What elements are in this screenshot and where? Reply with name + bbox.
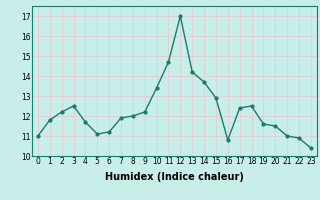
X-axis label: Humidex (Indice chaleur): Humidex (Indice chaleur) xyxy=(105,172,244,182)
